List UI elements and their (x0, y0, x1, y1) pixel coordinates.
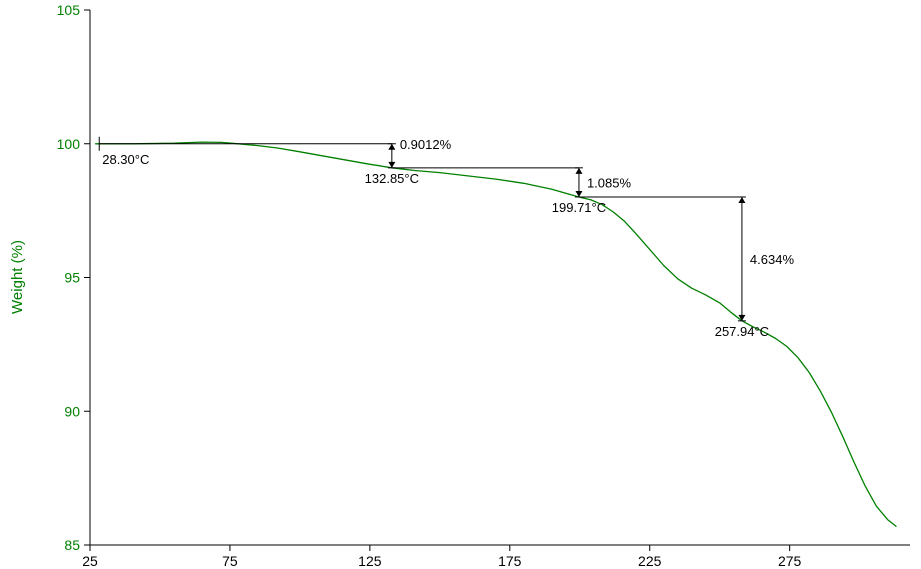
x-tick-label: 75 (222, 553, 238, 569)
x-tick-label: 175 (498, 553, 522, 569)
x-tick-label: 275 (778, 553, 802, 569)
step-arrowhead-down-icon (388, 161, 396, 168)
y-tick-label: 85 (64, 537, 80, 553)
y-tick-label: 100 (57, 136, 81, 152)
x-tick-label: 125 (358, 553, 382, 569)
step-end-temp-label: 132.85°C (365, 171, 419, 186)
y-tick-label: 105 (57, 2, 81, 18)
step-loss-label: 0.9012% (400, 137, 452, 152)
y-tick-label: 90 (64, 403, 80, 419)
step-loss-label: 4.634% (750, 252, 795, 267)
x-tick-label: 25 (82, 553, 98, 569)
step-arrowhead-up-icon (738, 196, 746, 203)
step-loss-label: 1.085% (587, 175, 632, 190)
step-arrowhead-down-icon (738, 314, 746, 321)
step-end-temp-label: 199.71°C (552, 200, 606, 215)
y-tick-label: 95 (64, 270, 80, 286)
step-arrowhead-up-icon (388, 143, 396, 150)
x-tick-label: 225 (638, 553, 662, 569)
step-arrowhead-down-icon (575, 190, 583, 197)
weight-curve (94, 141, 897, 527)
step-arrowhead-up-icon (575, 167, 583, 174)
y-axis-title: Weight (%) (9, 240, 26, 314)
step-end-temp-label: 257.94°C (715, 324, 769, 339)
step-start-temp-label: 28.30°C (102, 152, 149, 167)
